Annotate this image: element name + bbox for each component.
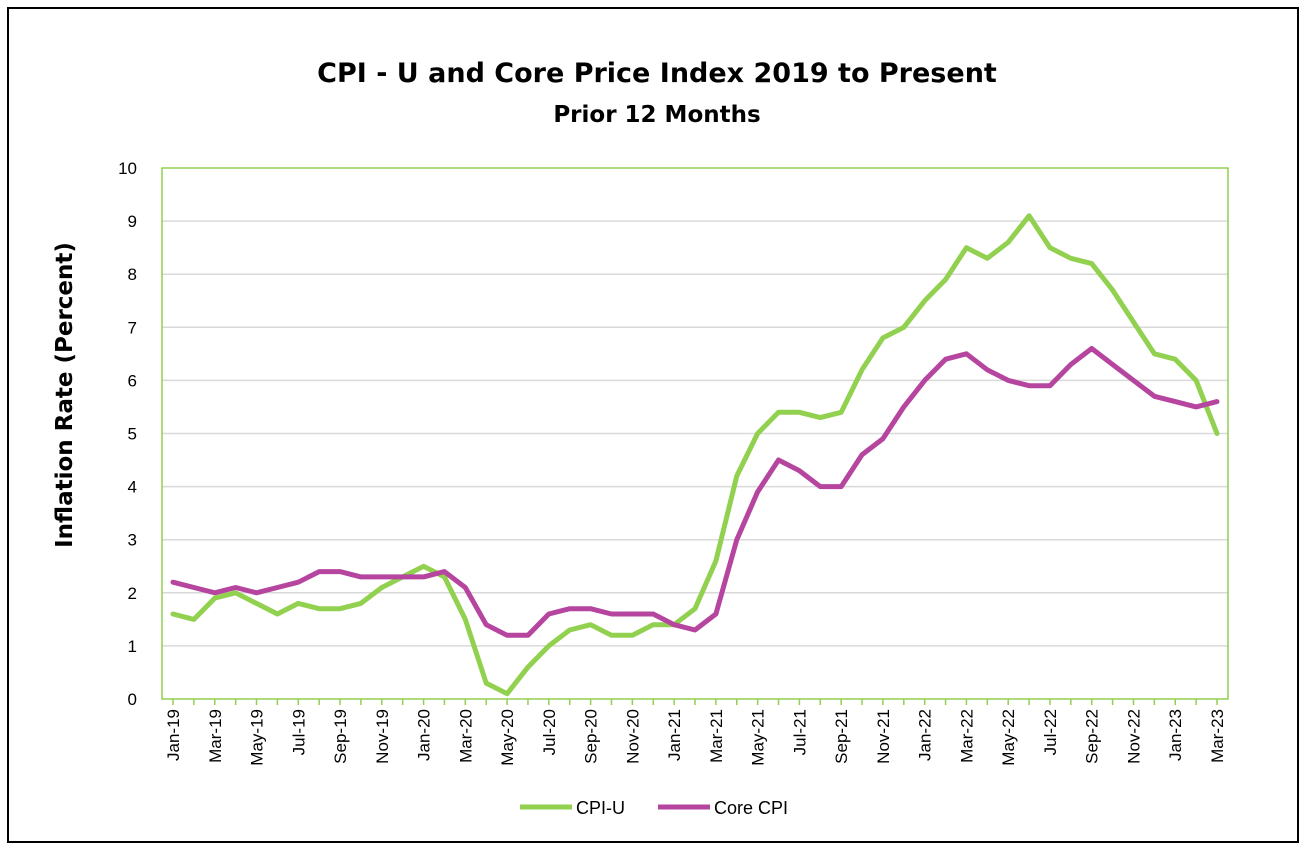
x-tick-label: Jan-21	[665, 709, 684, 761]
x-tick-label: Nov-21	[874, 709, 893, 764]
legend: CPI-U Core CPI	[520, 798, 788, 818]
x-tick-label: Jul-21	[790, 709, 809, 755]
x-tick-label: May-22	[999, 709, 1018, 766]
series-line-cpi-u	[170, 213, 1220, 697]
y-tick-label: 7	[128, 318, 137, 337]
y-tick-label: 6	[128, 371, 137, 390]
gridlines	[162, 220, 1228, 647]
x-tick-label: Nov-20	[623, 709, 642, 764]
x-tick-label: Nov-19	[373, 709, 392, 764]
x-tick-label: Jul-22	[1041, 709, 1060, 755]
x-tick-label: May-19	[248, 709, 267, 766]
chart-title: CPI - U and Core Price Index 2019 to Pre…	[317, 58, 997, 89]
x-tick-label: Sep-19	[331, 709, 350, 764]
x-tick-label: Sep-20	[582, 709, 601, 764]
x-tick-label: Mar-22	[957, 709, 976, 763]
x-tick-label: Jan-19	[164, 709, 183, 761]
y-tick-label: 8	[128, 265, 137, 284]
x-tick-label: Jul-19	[289, 709, 308, 755]
x-tick-label: Mar-21	[707, 709, 726, 763]
legend-label: CPI-U	[576, 798, 625, 818]
x-tick-label: Nov-22	[1124, 709, 1143, 764]
x-tick-label: Jan-20	[415, 709, 434, 761]
x-tick-label: Jan-23	[1166, 709, 1185, 761]
y-tick-label: 4	[128, 478, 137, 497]
y-tick-label: 2	[128, 584, 137, 603]
x-tick-label: May-21	[749, 709, 768, 766]
legend-label: Core CPI	[714, 798, 788, 818]
x-tick-label: Jul-20	[540, 709, 559, 755]
x-tick-label: Mar-20	[456, 709, 475, 763]
y-axis-label: Inflation Rate (Percent)	[52, 242, 78, 548]
y-tick-label: 1	[128, 637, 137, 656]
series-line-core-cpi	[170, 346, 1220, 638]
x-axis-ticks: Jan-19 Mar-19 May-19 Jul-19 Sep-19 Nov-19 Jan-…	[164, 699, 1227, 766]
x-tick-label: Sep-22	[1083, 709, 1102, 764]
x-tick-label: Sep-21	[832, 709, 851, 764]
chart-subtitle: Prior 12 Months	[553, 102, 760, 128]
x-tick-label: Jan-22	[916, 709, 935, 761]
series-lines	[170, 213, 1220, 697]
y-axis-ticks: 0 1 2 3 4 5 6 7 8 9 10	[118, 159, 137, 709]
x-tick-label: May-20	[498, 709, 517, 766]
y-tick-label: 9	[128, 212, 137, 231]
y-tick-label: 0	[128, 690, 137, 709]
y-tick-label: 5	[128, 425, 137, 444]
x-tick-label: Mar-23	[1208, 709, 1227, 763]
y-tick-label: 3	[128, 531, 137, 550]
x-tick-label: Mar-19	[206, 709, 225, 763]
y-tick-label: 10	[118, 159, 137, 178]
